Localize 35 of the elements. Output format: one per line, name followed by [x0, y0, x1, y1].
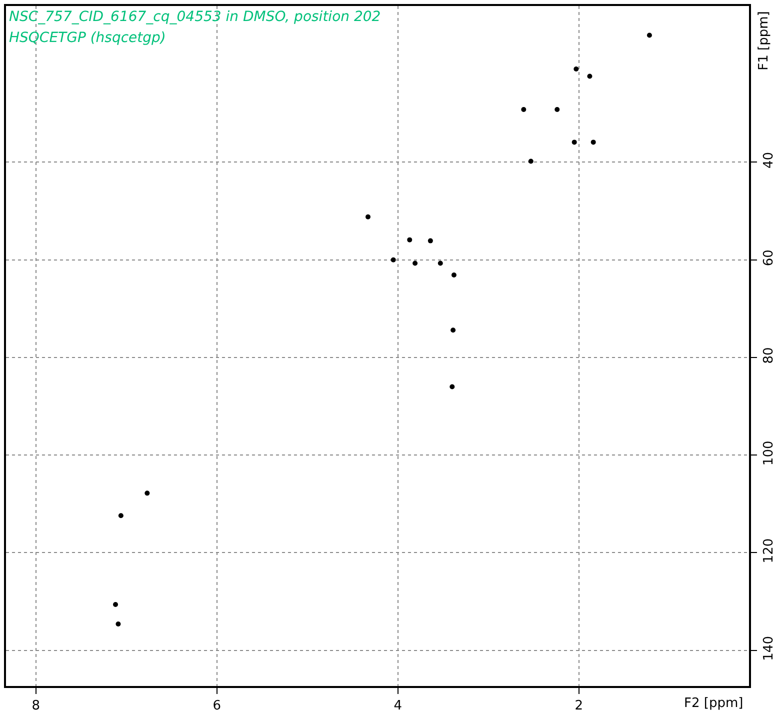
point — [554, 106, 560, 112]
point — [428, 238, 433, 244]
y-tick-label: 60 — [761, 250, 776, 266]
y-tick-label: 40 — [761, 152, 776, 169]
point — [366, 214, 370, 220]
point — [587, 74, 592, 79]
point — [646, 32, 652, 38]
point — [438, 260, 443, 266]
y-tick-label: 140 — [761, 636, 776, 661]
point — [144, 490, 150, 496]
text: HSQCETGP (hsqcetgp) — [9, 30, 166, 46]
point — [412, 260, 418, 266]
point — [113, 602, 118, 607]
point — [528, 158, 534, 164]
y-axis-title: F1 [ppm] — [756, 11, 772, 70]
point — [390, 257, 396, 262]
point — [407, 237, 412, 242]
x-tick-label: 6 — [212, 698, 221, 714]
point — [590, 140, 596, 145]
point — [521, 106, 526, 112]
point — [450, 384, 455, 390]
x-tick-label: 8 — [32, 698, 40, 714]
x-tick-label: 2 — [574, 698, 583, 714]
point — [450, 328, 456, 333]
point — [118, 513, 124, 518]
point — [116, 622, 121, 626]
y-tick-label: 100 — [761, 440, 776, 466]
y-tick-label: 120 — [761, 538, 776, 564]
x-tick-label: 4 — [394, 698, 402, 714]
point — [572, 140, 577, 145]
point — [574, 66, 579, 72]
chart-title: NSC_757_CID_6167_cq_04553 in DMSO, position 202 — [9, 9, 381, 25]
x-axis-title: F2 [ppm] — [684, 696, 744, 711]
point — [451, 272, 456, 278]
y-tick-label: 80 — [761, 347, 776, 364]
